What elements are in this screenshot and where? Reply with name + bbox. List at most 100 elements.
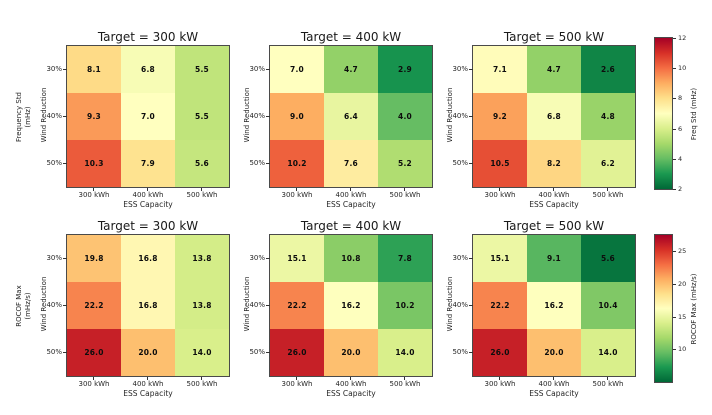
cell-value: 5.5 <box>195 112 209 121</box>
heatmap-cell: 19.8 <box>67 235 121 282</box>
x-tick-mark <box>201 188 202 191</box>
heatmap-cell: 6.8 <box>121 46 175 93</box>
y-tick-mark <box>63 305 67 306</box>
x-tick-mark <box>553 188 554 191</box>
x-tick-mark <box>296 377 297 380</box>
colorbar-label: ROCOF Max (mHz/s) <box>690 273 698 344</box>
colorbar-tick-mark <box>673 189 676 190</box>
cell-value: 7.0 <box>290 65 304 74</box>
cell-value: 7.8 <box>398 254 412 263</box>
heatmap-cell: 10.8 <box>324 235 378 282</box>
cell-value: 7.0 <box>141 112 155 121</box>
x-tick-label: 300 kWh <box>281 191 313 199</box>
x-tick-mark <box>296 188 297 191</box>
metric-label: ROCOF Max (mHz/s) <box>15 246 33 366</box>
cell-value: 10.2 <box>395 301 415 310</box>
metric-label-line: (mHz/s) <box>24 291 32 320</box>
colorbar-tick-mark <box>673 38 676 39</box>
x-tick-label: 300 kWh <box>281 380 313 388</box>
colorbar-tick-mark <box>673 284 676 285</box>
cell-value: 10.3 <box>84 159 104 168</box>
cell-value: 10.4 <box>598 301 618 310</box>
cell-value: 16.2 <box>341 301 361 310</box>
cell-value: 9.2 <box>493 112 507 121</box>
x-tick-label: 500 kWh <box>592 380 624 388</box>
cell-value: 19.8 <box>84 254 104 263</box>
x-axis-label: ESS Capacity <box>529 200 579 209</box>
y-tick-label: 50% <box>452 159 468 167</box>
x-tick-mark <box>499 188 500 191</box>
heatmap-cell: 10.2 <box>378 282 432 329</box>
x-tick-label: 300 kWh <box>484 191 516 199</box>
cell-value: 9.1 <box>547 254 561 263</box>
metric-label: Frequency Std (mHz) <box>15 57 33 177</box>
colorbar-tick-label: 15 <box>678 313 687 321</box>
y-tick-label: 50% <box>46 159 62 167</box>
x-axis-label: ESS Capacity <box>326 389 376 398</box>
cell-value: 22.2 <box>490 301 510 310</box>
heatmap-cell: 16.8 <box>121 282 175 329</box>
y-tick-label: 40% <box>46 112 62 120</box>
y-tick-mark <box>63 352 67 353</box>
cell-value: 15.1 <box>287 254 307 263</box>
x-tick-label: 400 kWh <box>538 380 570 388</box>
metric-label-line: Frequency Std <box>15 91 23 142</box>
y-tick-mark <box>469 69 473 70</box>
y-tick-label: 40% <box>249 112 265 120</box>
heatmap-cell: 14.0 <box>175 329 229 376</box>
cell-value: 7.9 <box>141 159 155 168</box>
x-tick-label: 400 kWh <box>538 191 570 199</box>
metric-label-line: (mHz) <box>24 105 32 128</box>
heatmap-cell: 7.1 <box>473 46 527 93</box>
cell-value: 6.4 <box>344 112 358 121</box>
heatmap-cell: 4.0 <box>378 93 432 140</box>
cell-value: 16.8 <box>138 254 158 263</box>
x-tick-label: 400 kWh <box>132 380 164 388</box>
cell-value: 10.5 <box>490 159 510 168</box>
y-tick-mark <box>469 258 473 259</box>
x-tick-mark <box>350 377 351 380</box>
x-axis-label: ESS Capacity <box>123 389 173 398</box>
x-tick-mark <box>607 188 608 191</box>
y-tick-mark <box>266 352 270 353</box>
heatmap-cell: 7.6 <box>324 140 378 187</box>
colorbar-tick-mark <box>673 251 676 252</box>
cell-value: 2.9 <box>398 65 412 74</box>
y-tick-label: 50% <box>46 348 62 356</box>
x-tick-mark <box>499 377 500 380</box>
colorbar-tick-label: 10 <box>678 345 687 353</box>
colorbar-tick-mark <box>673 349 676 350</box>
cell-value: 8.2 <box>547 159 561 168</box>
heatmap-cell: 7.0 <box>121 93 175 140</box>
y-tick-label: 40% <box>249 301 265 309</box>
cell-value: 22.2 <box>287 301 307 310</box>
heatmap-grid: 15.1 9.1 5.6 22.2 16.2 10.4 26.0 20.0 14.0 <box>472 234 636 377</box>
x-axis-label: ESS Capacity <box>529 389 579 398</box>
heatmap-grid: 7.1 4.7 2.6 9.2 6.8 4.8 10.5 8.2 6.2 <box>472 45 636 188</box>
heatmap-cell: 13.8 <box>175 282 229 329</box>
cell-value: 5.6 <box>601 254 615 263</box>
cell-value: 2.6 <box>601 65 615 74</box>
heatmap-cell: 8.2 <box>527 140 581 187</box>
cell-value: 9.0 <box>290 112 304 121</box>
cell-value: 4.7 <box>547 65 561 74</box>
x-tick-label: 500 kWh <box>592 191 624 199</box>
y-tick-mark <box>469 116 473 117</box>
y-axis-label: Wind Reduction <box>446 87 454 142</box>
panel-title: Target = 300 kW <box>97 219 199 233</box>
x-tick-label: 300 kWh <box>78 380 110 388</box>
metric-label-line: ROCOF Max <box>15 284 23 327</box>
x-axis-label: ESS Capacity <box>326 200 376 209</box>
colorbar-tick-mark <box>673 317 676 318</box>
cell-value: 13.8 <box>192 301 212 310</box>
y-tick-label: 40% <box>46 301 62 309</box>
cell-value: 26.0 <box>490 348 510 357</box>
heatmap-cell: 26.0 <box>270 329 324 376</box>
colorbar-tick-mark <box>673 98 676 99</box>
heatmap-cell: 5.2 <box>378 140 432 187</box>
x-tick-label: 500 kWh <box>186 380 218 388</box>
cell-value: 14.0 <box>598 348 618 357</box>
cell-value: 16.2 <box>544 301 564 310</box>
cell-value: 15.1 <box>490 254 510 263</box>
panel-title: Target = 400 kW <box>300 30 402 44</box>
